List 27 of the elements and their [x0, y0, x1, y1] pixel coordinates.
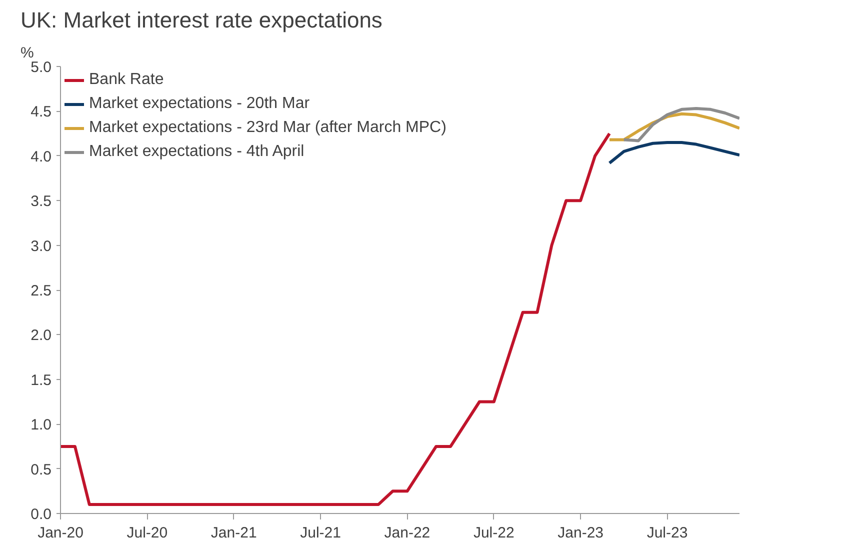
y-tick-label: 5.0	[30, 59, 52, 76]
legend-label: Market expectations - 4th April	[89, 143, 304, 161]
y-tick-label: 0.5	[30, 461, 52, 478]
x-tick-label: Jul-20	[126, 524, 168, 542]
y-tick-label: 1.5	[30, 372, 52, 389]
y-axis-title: %	[20, 44, 34, 62]
legend-label: Market expectations - 23rd Mar (after March MPC)	[89, 119, 446, 137]
x-tick-label: Jul-22	[473, 524, 514, 542]
chart-title: UK: Market interest rate expectations	[20, 8, 382, 32]
y-tick-label: 3.0	[30, 238, 52, 255]
y-tick-label: 2.0	[30, 327, 52, 344]
legend-label: Bank Rate	[89, 71, 164, 89]
y-tick-label: 3.5	[30, 193, 52, 210]
legend-label: Market expectations - 20th Mar	[89, 95, 310, 113]
x-tick-label: Jul-21	[300, 524, 341, 542]
y-tick-label: 0.0	[30, 506, 52, 523]
line-series	[608, 140, 740, 165]
y-tick-label: 2.5	[30, 282, 52, 300]
line-series	[622, 107, 740, 142]
x-tick-label: Jan-23	[558, 524, 604, 542]
y-tick-label: 1.0	[30, 416, 52, 434]
x-tick-label: Jan-20	[38, 524, 84, 542]
y-tick-label: 4.0	[30, 148, 52, 166]
y-tick-label: 4.5	[30, 104, 52, 121]
x-tick-label: Jan-21	[210, 524, 257, 542]
x-tick-label: Jul-23	[646, 524, 688, 542]
x-tick-label: Jan-22	[384, 524, 430, 542]
